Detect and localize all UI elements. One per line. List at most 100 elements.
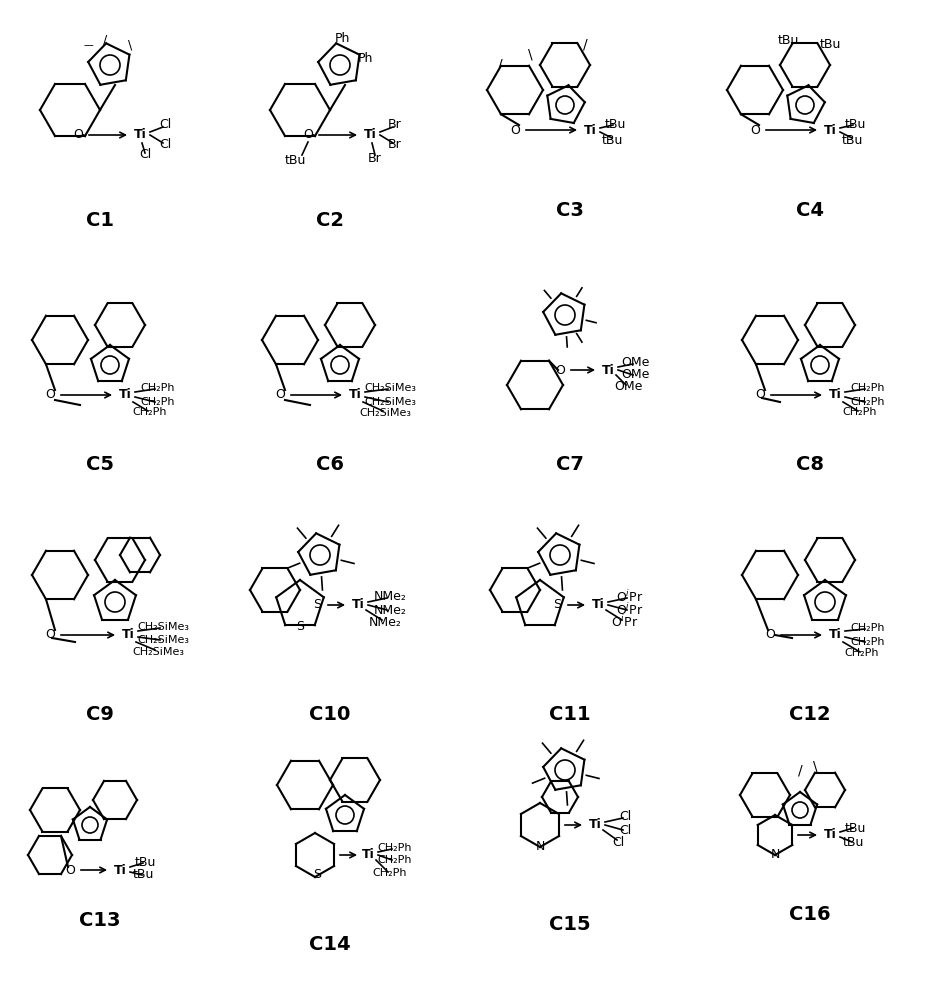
Text: NMe₂: NMe₂ <box>374 603 406 616</box>
Text: tBu: tBu <box>845 822 865 834</box>
Text: C13: C13 <box>80 910 121 930</box>
Text: O: O <box>275 388 285 401</box>
Text: C11: C11 <box>549 706 591 724</box>
Text: O: O <box>45 388 55 401</box>
Text: O: O <box>750 123 760 136</box>
Text: CH₂Ph: CH₂Ph <box>843 407 877 417</box>
Text: O: O <box>65 863 75 876</box>
Text: Ti: Ti <box>114 863 126 876</box>
Text: CH₂Ph: CH₂Ph <box>133 407 167 417</box>
Text: C15: C15 <box>549 916 591 934</box>
Text: O$^i$Pr: O$^i$Pr <box>616 589 643 605</box>
Text: O: O <box>73 128 83 141</box>
Text: Cl: Cl <box>612 836 624 848</box>
Text: Br: Br <box>388 138 401 151</box>
Text: Ti: Ti <box>588 818 602 832</box>
Text: OMe: OMe <box>614 380 642 393</box>
Text: CH₂SiMe₃: CH₂SiMe₃ <box>137 635 189 645</box>
Text: \: \ <box>128 38 132 51</box>
Text: tBu: tBu <box>285 153 306 166</box>
Text: Br: Br <box>388 118 401 131</box>
Text: CH₂SiMe₃: CH₂SiMe₃ <box>132 647 184 657</box>
Text: tBu: tBu <box>777 33 799 46</box>
Text: Ti: Ti <box>828 388 842 401</box>
Text: C16: C16 <box>790 906 830 924</box>
Text: CH₂SiMe₃: CH₂SiMe₃ <box>137 622 189 632</box>
Text: C6: C6 <box>316 456 344 475</box>
Text: C1: C1 <box>86 211 114 230</box>
Text: N: N <box>771 848 780 861</box>
Text: Cl: Cl <box>619 810 631 824</box>
Text: Ti: Ti <box>134 128 146 141</box>
Text: tBu: tBu <box>842 133 863 146</box>
Text: Ti: Ti <box>362 848 374 861</box>
Text: Ti: Ti <box>348 388 362 401</box>
Text: tBu: tBu <box>605 118 625 131</box>
Text: N: N <box>535 840 545 854</box>
Text: —: — <box>84 40 93 50</box>
Text: Ti: Ti <box>352 598 364 611</box>
Text: CH₂Ph: CH₂Ph <box>373 868 407 878</box>
Text: CH₂Ph: CH₂Ph <box>378 855 412 865</box>
Text: /: / <box>583 38 587 52</box>
Text: Ti: Ti <box>602 363 614 376</box>
Text: OMe: OMe <box>621 357 649 369</box>
Text: O: O <box>765 629 775 642</box>
Text: Ti: Ti <box>824 828 836 842</box>
Text: Cl: Cl <box>619 824 631 836</box>
Text: O: O <box>510 123 520 136</box>
Text: C5: C5 <box>86 456 114 475</box>
Text: /: / <box>102 33 107 46</box>
Text: Ti: Ti <box>584 123 596 136</box>
Text: tBu: tBu <box>602 133 623 146</box>
Text: Cl: Cl <box>158 138 171 151</box>
Text: C3: C3 <box>556 200 584 220</box>
Text: tBu: tBu <box>819 38 841 51</box>
Text: CH₂SiMe₃: CH₂SiMe₃ <box>364 383 416 393</box>
Text: O: O <box>45 629 55 642</box>
Text: CH₂Ph: CH₂Ph <box>140 383 176 393</box>
Text: tBu: tBu <box>132 868 154 882</box>
Text: \: \ <box>528 48 532 62</box>
Text: S: S <box>553 598 561 611</box>
Text: CH₂Ph: CH₂Ph <box>378 843 412 853</box>
Text: O$^i$Pr: O$^i$Pr <box>611 614 639 630</box>
Text: Ti: Ti <box>363 128 377 141</box>
Text: Cl: Cl <box>158 118 171 131</box>
Text: Ti: Ti <box>828 629 842 642</box>
Text: S: S <box>313 868 321 882</box>
Text: Ti: Ti <box>119 388 131 401</box>
Text: tBu: tBu <box>843 836 864 850</box>
Text: CH₂Ph: CH₂Ph <box>845 648 880 658</box>
Text: S: S <box>296 620 304 634</box>
Text: O: O <box>303 128 313 141</box>
Text: CH₂SiMe₃: CH₂SiMe₃ <box>364 397 416 407</box>
Text: NMe₂: NMe₂ <box>368 615 401 629</box>
Text: Ti: Ti <box>591 598 605 611</box>
Text: C7: C7 <box>556 456 584 475</box>
Text: C8: C8 <box>796 456 824 475</box>
Text: O$^i$Pr: O$^i$Pr <box>616 602 643 618</box>
Text: NMe₂: NMe₂ <box>374 590 406 603</box>
Text: CH₂SiMe₃: CH₂SiMe₃ <box>359 408 411 418</box>
Text: C2: C2 <box>316 211 344 230</box>
Text: CH₂Ph: CH₂Ph <box>850 383 885 393</box>
Text: O: O <box>755 388 765 401</box>
Text: /: / <box>497 58 502 72</box>
Text: /: / <box>798 763 802 777</box>
Text: tBu: tBu <box>845 118 865 131</box>
Text: tBu: tBu <box>135 856 156 869</box>
Text: C9: C9 <box>86 706 114 724</box>
Text: Ph: Ph <box>334 31 349 44</box>
Text: OMe: OMe <box>621 368 649 381</box>
Text: Br: Br <box>368 151 381 164</box>
Text: O: O <box>555 363 565 376</box>
Text: C4: C4 <box>796 200 824 220</box>
Text: CH₂Ph: CH₂Ph <box>850 637 885 647</box>
Text: C10: C10 <box>309 706 351 724</box>
Text: C12: C12 <box>790 706 830 724</box>
Text: C14: C14 <box>309 936 351 954</box>
Text: CH₂Ph: CH₂Ph <box>850 623 885 633</box>
Text: CH₂Ph: CH₂Ph <box>850 397 885 407</box>
Text: S: S <box>313 598 321 611</box>
